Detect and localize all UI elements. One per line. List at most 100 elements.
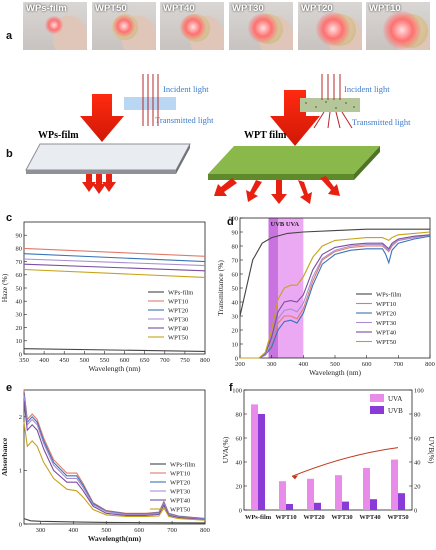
y-tick-label: 0 — [19, 351, 22, 358]
category-label: WPT40 — [359, 514, 380, 521]
series-line-wpt30 — [240, 234, 431, 359]
laser-spot — [45, 16, 63, 34]
series-line-wpt30 — [23, 258, 206, 267]
x-tick-label: 400 — [39, 357, 49, 364]
photo-wps-film: WPs-film — [23, 2, 87, 50]
laser-spot — [383, 11, 421, 49]
bar-uvb — [398, 493, 405, 510]
bar-uva — [251, 404, 258, 510]
light-schematic: Incident light Transmitted light WPs-fil… — [25, 74, 411, 204]
film-title-left: WPs-film — [38, 130, 79, 141]
x-tick-label: 300 — [267, 361, 277, 368]
laser-spot — [113, 15, 135, 37]
bar-uvb — [286, 504, 293, 510]
y-tick-label-right: 0 — [414, 507, 417, 514]
photo-caption: WPT40 — [163, 3, 195, 14]
y-tick-label-right: 20 — [414, 483, 421, 490]
photo-wpt40: WPT40 — [160, 2, 224, 50]
x-tick-label: 700 — [393, 361, 403, 368]
legend-entry: WPT40 — [168, 325, 188, 332]
series-line-wpt20 — [23, 253, 206, 263]
y-tick-label: 2 — [19, 414, 22, 421]
y-tick-label: 40 — [232, 299, 239, 306]
photo-wpt10: WPT10 — [366, 2, 430, 50]
legend: WPs-film WPT10 WPT20 WPT30 WPT40 WPT50 — [356, 291, 401, 346]
x-tick-label: 800 — [200, 357, 210, 364]
plot-frame — [23, 389, 206, 525]
y-tick-label: 20 — [16, 325, 23, 332]
series-line-wps-film — [23, 348, 206, 352]
laser-spot — [316, 12, 350, 46]
legend-entry: WPT40 — [376, 329, 396, 336]
panel-b-label: b — [6, 148, 13, 160]
legend-entry: WPT50 — [170, 506, 190, 513]
legend-entry: UVA — [388, 395, 402, 403]
absorbance-chart: 300 400 500 600 700 800 0 1 2 Wavelength(nm) Absor… — [0, 389, 210, 543]
panel-e-label: e — [6, 382, 13, 394]
plot-frame — [243, 389, 413, 511]
transmitted-light-left: Transmitted light — [155, 115, 214, 125]
legend-entry: WPT40 — [170, 497, 190, 504]
bar-uva — [307, 478, 314, 510]
bar-uva — [279, 481, 286, 510]
y-tick-label: 50 — [16, 285, 23, 292]
x-tick-label: 550 — [100, 357, 110, 364]
legend: UVA UVB — [370, 394, 403, 415]
legend: WPs-film WPT10 WPT20 WPT30 WPT40 WPT50 — [150, 461, 195, 513]
x-tick-label: 600 — [362, 361, 372, 368]
y-tick-label: 90 — [16, 233, 23, 240]
legend-swatch — [370, 394, 384, 402]
y-tick-label-left: 60 — [236, 435, 243, 442]
transmittance-chart: UVB UVA 200 300 400 500 600 700 800 0 10 20 30 40 50 6… — [218, 215, 435, 377]
y-tick-label-right: 40 — [414, 459, 421, 466]
light-rays-right — [313, 74, 353, 129]
photo-caption: WPT10 — [369, 3, 401, 14]
laser-spot — [248, 13, 278, 43]
y-tick-label-right: 80 — [414, 411, 421, 418]
incident-arrow-right — [270, 90, 320, 146]
y-tick-label-left: 20 — [236, 483, 243, 490]
legend-entry: WPs-film — [168, 289, 193, 296]
laser-spot — [180, 14, 206, 40]
incident-light-right: Incident light — [344, 84, 390, 94]
bar-uvb — [370, 499, 377, 510]
y-tick-label-right: 60 — [414, 435, 421, 442]
photo-wpt20: WPT20 — [298, 2, 362, 50]
incident-arrow-left — [80, 94, 124, 142]
y-axis-label-left: UVA(%) — [221, 436, 230, 463]
x-tick-label: 500 — [330, 361, 340, 368]
photo-wpt30: WPT30 — [229, 2, 293, 50]
x-tick-label: 600 — [120, 357, 130, 364]
y-axis-label: Haze (%) — [0, 273, 9, 302]
y-tick-label: 50 — [232, 285, 239, 292]
legend-entry: WPT10 — [376, 301, 396, 308]
legend-entry: WPs-film — [170, 461, 195, 468]
photo-wpt50: WPT50 — [92, 2, 156, 50]
y-tick-label: 30 — [232, 313, 239, 320]
glass-film — [25, 143, 191, 171]
legend-entry: WPT20 — [170, 479, 190, 486]
panel-c-label: c — [6, 212, 13, 224]
y-tick-label: 80 — [232, 243, 239, 250]
series-line-wpt50 — [240, 231, 431, 359]
haze-chart: 350 400 450 500 550 600 650 700 750 800 0 10 20 30 40 5… — [0, 221, 210, 373]
series-line-wpt40 — [240, 234, 431, 359]
series-line-wpt10 — [240, 234, 431, 359]
x-tick-label: 750 — [180, 357, 190, 364]
category-label: WPs-film — [245, 514, 272, 521]
legend-entry: WPT30 — [170, 488, 190, 495]
y-tick-label: 0 — [19, 521, 22, 528]
x-axis-label: Wavelength (nm) — [88, 364, 141, 373]
x-tick-label: 600 — [134, 527, 144, 534]
photo-caption: WPs-film — [26, 3, 67, 14]
category-label: WPT20 — [303, 514, 324, 521]
light-box-left — [124, 97, 176, 110]
x-tick-label: 200 — [235, 361, 245, 368]
bar-uva — [363, 468, 370, 510]
y-tick-label-left: 100 — [232, 387, 242, 394]
series-line-wps-film — [23, 518, 206, 524]
trend-arrow-head — [292, 475, 298, 480]
legend-entry: WPT50 — [376, 339, 396, 346]
x-tick-label: 650 — [140, 357, 150, 364]
bar-uvb — [314, 502, 321, 510]
